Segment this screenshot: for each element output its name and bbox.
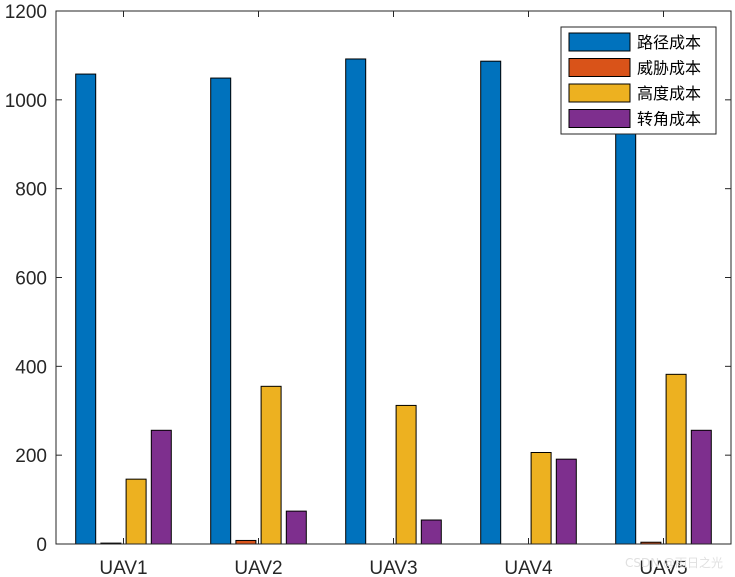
- y-tick-label-0: 0: [36, 535, 47, 556]
- legend-label-3: 高度成本: [637, 84, 701, 103]
- x-tick-label-uav3: UAV3: [369, 558, 417, 577]
- bars-group: [75, 58, 712, 545]
- bar-uav5-series-4: [690, 429, 712, 545]
- bar-uav2-series-2: [235, 539, 257, 545]
- watermark: CSDN @雨日之光: [624, 556, 723, 570]
- y-tick-label-1200: 1200: [5, 2, 47, 23]
- x-tick-label-uav1: UAV1: [99, 558, 147, 577]
- legend-label-2: 威胁成本: [637, 59, 701, 78]
- x-tick-label-uav2: UAV2: [234, 558, 282, 577]
- bar-uav3-series-3: [395, 404, 417, 545]
- y-tick-label-400: 400: [15, 357, 47, 378]
- bar-uav2-series-4: [285, 510, 307, 545]
- y-tick-label-200: 200: [15, 446, 47, 467]
- bar-uav1-series-4: [150, 429, 172, 545]
- legend-swatch-1: [568, 32, 631, 52]
- bar-uav5-series-3: [665, 373, 687, 545]
- x-tick-label-uav4: UAV4: [504, 558, 553, 577]
- bar-uav2-series-3: [260, 385, 282, 545]
- legend-swatch-4: [568, 109, 631, 128]
- legend-label-1: 路径成本: [637, 33, 701, 52]
- bar-uav4-series-4: [555, 458, 577, 545]
- bar-uav4-series-3: [530, 452, 552, 545]
- bar-uav3-series-4: [420, 519, 442, 545]
- bar-uav1-series-1: [75, 73, 97, 545]
- bar-uav3-series-1: [345, 58, 367, 545]
- axes-group: UAV1 UAV2 UAV3 UAV4 UAV5 0 200 400 600 800 1000 120…: [5, 2, 732, 577]
- y-tick-label-800: 800: [15, 180, 47, 201]
- legend-label-4: 转角成本: [637, 110, 701, 129]
- bar-uav2-series-1: [210, 77, 232, 545]
- bar-uav5-series-1: [615, 129, 637, 545]
- legend-swatch-3: [568, 83, 631, 103]
- y-tick-label-1000: 1000: [5, 91, 47, 112]
- x-tick-label-uav5: UAV5: [639, 558, 687, 577]
- bar-uav4-series-1: [480, 60, 502, 545]
- bar-uav1-series-3: [125, 478, 147, 545]
- legend-swatch-2: [568, 58, 631, 77]
- y-tick-label-600: 600: [15, 269, 47, 290]
